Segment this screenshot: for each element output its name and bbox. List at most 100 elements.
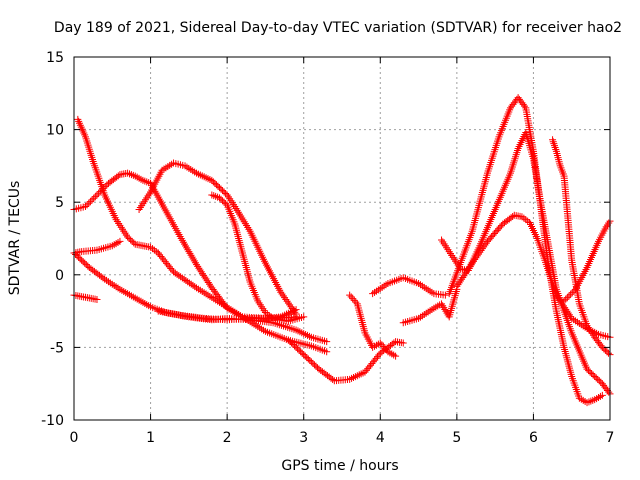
data-point	[184, 278, 192, 286]
data-point	[130, 239, 138, 247]
data-point	[329, 376, 337, 384]
data-point	[561, 304, 569, 312]
data-point	[453, 282, 461, 290]
data-point	[312, 362, 320, 370]
data-point	[91, 193, 99, 201]
data-point	[478, 245, 486, 253]
data-point	[201, 273, 209, 281]
y-tick-label: 10	[46, 123, 64, 139]
data-point	[78, 256, 86, 264]
series-arc-4	[74, 115, 162, 257]
data-point	[127, 236, 135, 244]
data-point	[214, 182, 222, 190]
data-point	[549, 138, 557, 146]
data-point	[323, 348, 331, 356]
data-point	[198, 270, 206, 278]
data-point	[300, 351, 308, 359]
chart-title: Day 189 of 2021, Sidereal Day-to-day VTE…	[54, 20, 622, 36]
series-arc-9	[208, 191, 308, 325]
data-point	[215, 194, 223, 202]
data-point	[558, 300, 566, 308]
data-point	[96, 188, 104, 196]
y-tick-label: 5	[55, 195, 64, 211]
data-point	[301, 352, 309, 360]
x-tick-label: 7	[606, 430, 615, 446]
data-point	[277, 288, 285, 296]
y-tick-label: -10	[41, 413, 64, 429]
data-point	[222, 200, 230, 208]
data-point	[177, 273, 185, 281]
data-point	[456, 277, 464, 285]
data-point	[217, 195, 225, 203]
data-point	[205, 280, 213, 288]
data-point	[297, 348, 305, 356]
x-tick-label: 6	[529, 430, 538, 446]
data-point	[219, 197, 227, 205]
data-point	[605, 388, 613, 396]
series-arc-10	[154, 307, 300, 324]
data-point	[295, 346, 303, 354]
data-point	[180, 275, 188, 283]
data-point	[81, 259, 89, 267]
data-point	[191, 283, 199, 291]
data-point	[378, 341, 386, 349]
y-tick-label: 15	[46, 50, 64, 66]
data-point	[85, 199, 93, 207]
y-axis-label: SDTVAR / TECUs	[7, 181, 23, 296]
data-point	[200, 271, 208, 279]
data-point	[475, 250, 483, 258]
data-point	[193, 261, 201, 269]
data-point	[189, 281, 197, 289]
data-point	[288, 305, 296, 313]
data-point	[459, 273, 467, 281]
series-arc-5	[154, 249, 331, 356]
data-point	[75, 253, 83, 261]
data-point	[93, 295, 101, 303]
data-point	[81, 203, 89, 211]
data-point	[346, 291, 354, 299]
data-point	[591, 372, 599, 380]
grid-lines	[74, 57, 610, 420]
x-tick-label: 3	[299, 430, 308, 446]
data-point	[595, 377, 603, 385]
series-arc-12	[346, 291, 400, 360]
data-point	[390, 339, 398, 347]
data-point	[304, 355, 312, 363]
series-arc-1	[70, 249, 331, 346]
data-point	[284, 299, 292, 307]
data-point	[441, 291, 449, 299]
data-point	[554, 293, 562, 301]
data-point	[349, 295, 357, 303]
data-point	[586, 368, 594, 376]
data-point	[292, 343, 300, 351]
data-point	[291, 342, 299, 350]
data-point	[567, 290, 575, 298]
data-point	[203, 277, 211, 285]
data-point	[100, 184, 108, 192]
data-point	[292, 313, 300, 321]
data-point	[86, 198, 94, 206]
data-point	[567, 313, 575, 321]
data-point	[557, 298, 565, 306]
data-point	[220, 198, 228, 206]
data-point	[568, 289, 576, 297]
data-point	[187, 280, 195, 288]
data-point	[592, 374, 600, 382]
data-point	[173, 270, 181, 278]
data-point	[175, 272, 183, 280]
data-point	[98, 186, 106, 194]
data-point	[286, 301, 294, 309]
data-point	[220, 188, 228, 196]
data-point	[215, 184, 223, 192]
data-point	[461, 270, 469, 278]
data-point	[290, 306, 298, 314]
data-point	[168, 266, 176, 274]
data-point	[600, 345, 608, 353]
data-point	[375, 351, 383, 359]
data-point	[552, 291, 560, 299]
data-point	[195, 264, 203, 272]
series-arc-14	[399, 285, 461, 327]
data-point	[95, 189, 103, 197]
data-point	[473, 252, 481, 260]
